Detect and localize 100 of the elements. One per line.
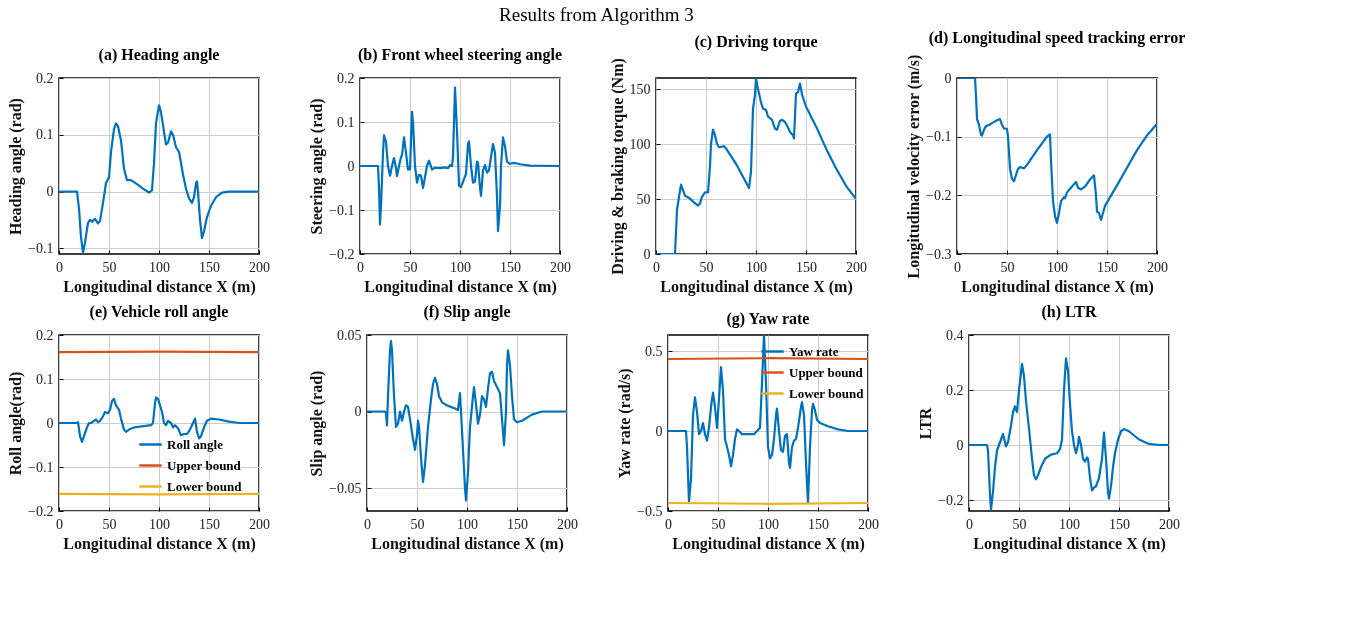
x-tick-label: 50 bbox=[410, 516, 425, 532]
y-tick-label: 0.1 bbox=[337, 114, 355, 130]
y-tick-label: −0.1 bbox=[926, 129, 952, 145]
line-series bbox=[360, 86, 560, 233]
y-tick-label: 100 bbox=[629, 136, 651, 152]
x-axis-title: Longitudinal distance X (m) bbox=[660, 277, 853, 296]
y-tick-label: 0.2 bbox=[36, 70, 54, 86]
y-tick-label: −0.2 bbox=[28, 503, 54, 519]
x-tick-label: 200 bbox=[1147, 259, 1168, 275]
chart-title: (e) Vehicle roll angle bbox=[89, 303, 229, 321]
line-series bbox=[969, 357, 1169, 511]
x-axis-title: Longitudinal distance X (m) bbox=[672, 534, 865, 553]
y-tick-label: 0.4 bbox=[946, 327, 964, 343]
y-axis-title: Slip angle (rad) bbox=[308, 370, 327, 477]
y-tick-label: −0.05 bbox=[329, 480, 362, 496]
y-tick-label: −0.3 bbox=[926, 246, 952, 262]
x-tick-label: 150 bbox=[1109, 516, 1130, 532]
chart-title: (b) Front wheel steering angle bbox=[357, 46, 563, 64]
line-series bbox=[668, 335, 868, 505]
chart-title: (c) Driving torque bbox=[694, 32, 818, 51]
y-tick-label: 50 bbox=[636, 191, 651, 207]
y-axis-title: Longitudinal velocity error (m/s) bbox=[905, 54, 924, 279]
y-tick-label: −0.2 bbox=[938, 492, 964, 508]
x-axis-title: Longitudinal distance X (m) bbox=[364, 277, 557, 296]
y-tick-label: 0 bbox=[46, 184, 54, 200]
y-tick-label: −0.1 bbox=[329, 202, 355, 218]
y-tick-label: 0.1 bbox=[36, 371, 54, 387]
x-tick-label: 150 bbox=[808, 516, 829, 532]
y-tick-label: 0.2 bbox=[36, 327, 54, 343]
x-tick-label: 100 bbox=[450, 259, 471, 275]
y-tick-label: 150 bbox=[629, 81, 651, 97]
x-tick-label: 50 bbox=[1000, 259, 1015, 275]
x-tick-label: 150 bbox=[1097, 259, 1118, 275]
x-tick-label: 100 bbox=[746, 259, 767, 275]
chart-title: (g) Yaw rate bbox=[726, 310, 810, 328]
legend-label: Upper bound bbox=[789, 364, 864, 380]
x-tick-label: 50 bbox=[699, 259, 714, 275]
chart-title: (h) LTR bbox=[1041, 303, 1097, 321]
x-tick-label: 150 bbox=[796, 259, 817, 275]
y-axis-title: Driving & braking torque (Nm) bbox=[608, 58, 627, 275]
y-tick-label: 0.1 bbox=[36, 127, 54, 143]
y-tick-label: −0.1 bbox=[28, 240, 54, 256]
legend-label: Lower bound bbox=[789, 385, 865, 401]
chart-title: (a) Heading angle bbox=[98, 46, 220, 64]
x-tick-label: 50 bbox=[102, 516, 117, 532]
line-series bbox=[656, 78, 856, 254]
x-tick-label: 150 bbox=[500, 259, 521, 275]
y-tick-label: −0.2 bbox=[926, 187, 952, 203]
y-tick-label: 0 bbox=[46, 415, 54, 431]
x-tick-label: 100 bbox=[457, 516, 478, 532]
y-tick-label: 0 bbox=[655, 423, 663, 439]
x-tick-label: 200 bbox=[846, 259, 867, 275]
y-tick-label: 0.2 bbox=[337, 70, 355, 86]
legend-label: Roll angle bbox=[167, 436, 224, 452]
x-tick-label: 100 bbox=[149, 259, 170, 275]
y-axis-title: Roll angle(rad) bbox=[7, 371, 26, 476]
x-axis-title: Longitudinal distance X (m) bbox=[63, 277, 256, 296]
x-axis-title: Longitudinal distance X (m) bbox=[371, 534, 564, 553]
x-tick-label: 50 bbox=[1012, 516, 1027, 532]
y-tick-label: 0 bbox=[944, 70, 952, 86]
y-tick-label: 0 bbox=[956, 437, 964, 453]
y-axis-title: LTR bbox=[917, 407, 935, 440]
x-tick-label: 150 bbox=[199, 516, 220, 532]
chart-title: (d) Longitudinal speed tracking error bbox=[928, 28, 1186, 47]
x-axis-title: Longitudinal distance X (m) bbox=[961, 277, 1154, 296]
y-tick-label: 0 bbox=[347, 158, 355, 174]
x-tick-label: 200 bbox=[1159, 516, 1180, 532]
x-tick-label: 200 bbox=[557, 516, 578, 532]
y-tick-label: −0.2 bbox=[329, 246, 355, 262]
x-tick-label: 200 bbox=[550, 259, 571, 275]
y-tick-label: −0.5 bbox=[637, 503, 663, 519]
y-tick-label: 0.5 bbox=[645, 343, 663, 359]
x-tick-label: 150 bbox=[199, 259, 220, 275]
x-tick-label: 100 bbox=[758, 516, 779, 532]
chart-title: (f) Slip angle bbox=[423, 303, 511, 321]
x-tick-label: 150 bbox=[507, 516, 528, 532]
x-tick-label: 200 bbox=[249, 516, 270, 532]
x-tick-label: 200 bbox=[858, 516, 879, 532]
x-tick-label: 50 bbox=[403, 259, 418, 275]
legend-label: Lower bound bbox=[167, 478, 243, 494]
x-tick-label: 100 bbox=[1059, 516, 1080, 532]
y-tick-label: −0.1 bbox=[28, 459, 54, 475]
x-tick-label: 100 bbox=[149, 516, 170, 532]
legend-label: Yaw rate bbox=[789, 343, 839, 359]
y-axis-title: Heading angle (rad) bbox=[7, 98, 26, 235]
x-axis-title: Longitudinal distance X (m) bbox=[63, 534, 256, 553]
legend-label: Upper bound bbox=[167, 457, 242, 473]
x-tick-label: 200 bbox=[249, 259, 270, 275]
y-tick-label: 0.05 bbox=[337, 327, 362, 343]
text: Results from Algorithm 3 bbox=[499, 4, 694, 26]
x-tick-label: 100 bbox=[1047, 259, 1068, 275]
x-tick-label: 50 bbox=[711, 516, 726, 532]
x-tick-label: 50 bbox=[102, 259, 117, 275]
x-axis-title: Longitudinal distance X (m) bbox=[973, 534, 1166, 553]
y-axis-title: Yaw rate (rad/s) bbox=[616, 368, 635, 479]
y-axis-title: Steering angle (rad) bbox=[308, 98, 327, 235]
y-tick-label: 0 bbox=[643, 246, 651, 262]
line-series bbox=[367, 340, 567, 502]
line-series bbox=[59, 104, 259, 254]
y-tick-label: 0 bbox=[354, 404, 362, 420]
